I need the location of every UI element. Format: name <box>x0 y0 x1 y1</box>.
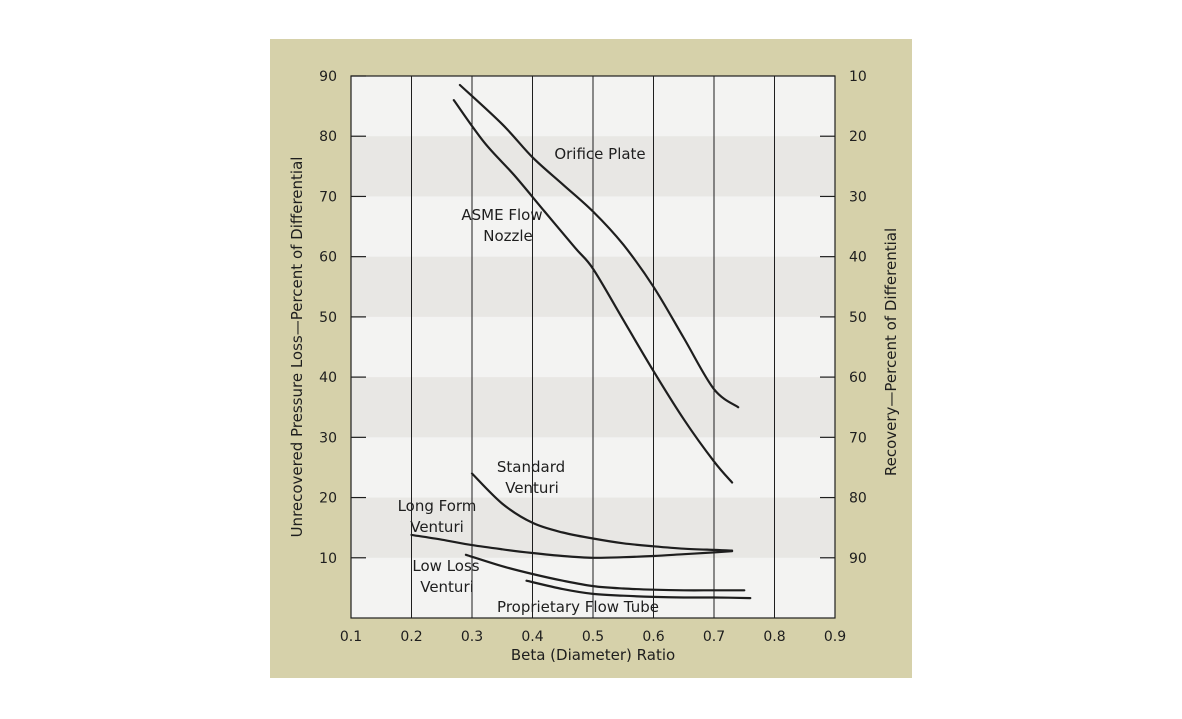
label-standard-venturi-line2: Venturi <box>505 479 559 497</box>
y-tick-label-right: 70 <box>849 430 867 446</box>
curve-labels: Orifice Plate ASME Flow Nozzle Standard … <box>398 145 659 616</box>
y-tick-label-right: 40 <box>849 250 867 266</box>
label-long-form-venturi-line2: Venturi <box>410 518 464 536</box>
y-tick-label-left: 40 <box>319 370 337 386</box>
x-tick-label: 0.9 <box>824 629 846 645</box>
curves <box>410 83 752 600</box>
y-tick-label-right: 60 <box>849 370 867 386</box>
x-tick-label: 0.6 <box>642 629 664 645</box>
y-tick-label-right: 80 <box>849 491 867 507</box>
y-tick-label-right: 20 <box>849 129 867 145</box>
curve-long-form-venturi <box>410 533 734 559</box>
label-low-loss-venturi-line2: Venturi <box>420 578 474 596</box>
y-tick-label-left: 10 <box>319 551 337 567</box>
label-asme-flow-nozzle-line1: ASME Flow <box>461 206 542 224</box>
curve-proprietary-flow-tube <box>525 579 752 600</box>
y-tick-label-right: 10 <box>849 69 867 85</box>
curve-low-loss-venturi <box>464 553 746 592</box>
label-long-form-venturi-line1: Long Form <box>398 497 477 515</box>
y-tick-label-left: 60 <box>319 250 337 266</box>
label-proprietary-flow-tube: Proprietary Flow Tube <box>497 598 659 616</box>
y-tick-label-left: 50 <box>319 310 337 326</box>
plot-border <box>350 75 836 619</box>
curve-orifice-plate <box>458 83 740 409</box>
label-standard-venturi-line1: Standard <box>497 458 565 476</box>
y-tick-label-right: 50 <box>849 310 867 326</box>
y-tick-label-left: 80 <box>319 129 337 145</box>
y-axis-title-right: Recovery—Percent of Differential <box>882 228 900 476</box>
y-tick-label-left: 70 <box>319 189 337 205</box>
chart-svg: 0.1 0.2 0.3 0.4 0.5 0.6 0.7 0.8 0.9 10 90 20 80 30 70… <box>270 39 912 678</box>
label-low-loss-venturi-line1: Low Loss <box>412 557 479 575</box>
y-tick-label-left: 90 <box>319 69 337 85</box>
vertical-gridlines: 0.1 0.2 0.3 0.4 0.5 0.6 0.7 0.8 0.9 <box>340 76 846 645</box>
label-asme-flow-nozzle-line2: Nozzle <box>483 227 533 245</box>
x-tick-label: 0.4 <box>521 629 543 645</box>
y-tick-label-right: 30 <box>849 189 867 205</box>
x-tick-label: 0.2 <box>400 629 422 645</box>
x-axis-title: Beta (Diameter) Ratio <box>511 646 675 664</box>
x-tick-label: 0.8 <box>763 629 785 645</box>
x-tick-label: 0.3 <box>461 629 483 645</box>
y-tick-label-left: 30 <box>319 430 337 446</box>
curve-asme-flow-nozzle <box>452 99 734 484</box>
y-tick-label-left: 20 <box>319 491 337 507</box>
y-tick-label-right: 90 <box>849 551 867 567</box>
label-orifice-plate: Orifice Plate <box>554 145 645 163</box>
x-tick-label: 0.7 <box>703 629 725 645</box>
x-tick-label: 0.5 <box>582 629 604 645</box>
y-axis-title-left: Unrecovered Pressure Loss—Percent of Dif… <box>288 157 306 538</box>
curve-standard-venturi <box>470 472 734 552</box>
chart-panel: 0.1 0.2 0.3 0.4 0.5 0.6 0.7 0.8 0.9 10 90 20 80 30 70… <box>270 39 912 678</box>
x-tick-label: 0.1 <box>340 629 362 645</box>
